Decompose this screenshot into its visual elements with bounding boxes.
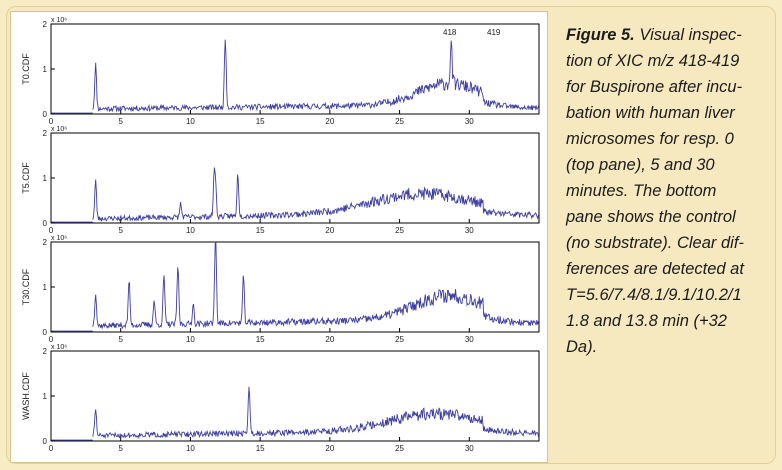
y-axis-label: T5.CDF [21, 162, 31, 194]
x-tick-label: 15 [256, 117, 265, 126]
x-tick-label: 5 [118, 226, 123, 235]
x-tick-label: 30 [465, 226, 474, 235]
y-tick-label: 0 [43, 328, 48, 337]
chromatogram-trace [92, 241, 540, 330]
plot-axes-box [50, 23, 540, 115]
x-tick-label: 30 [465, 335, 474, 344]
y-tick-label: 1 [43, 392, 48, 401]
x-tick-label: 25 [395, 335, 404, 344]
y-tick-label: 2 [43, 20, 48, 29]
y-exponent-label: x 10⁶ [51, 126, 67, 133]
y-tick-label: 1 [43, 283, 48, 292]
x-tick-label: 20 [325, 335, 334, 344]
x-tick-label: 25 [395, 117, 404, 126]
caption-text: Visual inspec- tion of XIC m/z 418-419 f… [566, 26, 744, 356]
chromatogram-panel: 0 5 10 15 20 25 30 0 1 2 x 10⁶ T0.CDF 418 419 0 5 10 15 20… [10, 11, 548, 463]
x-tick-label: 20 [325, 226, 334, 235]
y-tick-label: 0 [43, 437, 48, 446]
x-tick-label: 5 [118, 117, 123, 126]
plot-axes-box [50, 350, 540, 442]
y-tick-label: 2 [43, 238, 48, 247]
chromatogram-trace [92, 167, 540, 223]
x-tick-label: 15 [256, 444, 265, 453]
x-tick-label: 30 [465, 117, 474, 126]
x-tick-label: 5 [118, 335, 123, 344]
x-tick-label: 0 [49, 444, 54, 453]
x-tick-label: 0 [49, 226, 54, 235]
x-tick-label: 10 [186, 226, 195, 235]
x-tick-label: 10 [186, 117, 195, 126]
x-tick-label: 25 [395, 444, 404, 453]
x-tick-label: 10 [186, 335, 195, 344]
y-axis-label: WASH.CDF [21, 372, 31, 420]
x-tick-label: 20 [325, 444, 334, 453]
x-tick-label: 10 [186, 444, 195, 453]
y-tick-label: 0 [43, 219, 48, 228]
y-tick-label: 1 [43, 65, 48, 74]
y-tick-label: 0 [43, 110, 48, 119]
x-tick-label: 5 [118, 444, 123, 453]
legend-entry: 418 [443, 28, 457, 37]
chromatogram-trace [92, 39, 540, 113]
x-tick-label: 30 [465, 444, 474, 453]
plot-axes-box [50, 241, 540, 333]
y-exponent-label: x 10⁶ [51, 344, 67, 351]
y-exponent-label: x 10⁶ [51, 235, 67, 242]
y-tick-label: 1 [43, 174, 48, 183]
x-tick-label: 25 [395, 226, 404, 235]
y-exponent-label: x 10⁶ [51, 17, 67, 24]
figure-caption: Figure 5. Visual inspec- tion of XIC m/z… [566, 22, 774, 360]
x-tick-label: 15 [256, 226, 265, 235]
y-axis-label: T0.CDF [21, 53, 31, 85]
x-tick-label: 0 [49, 335, 54, 344]
x-tick-label: 0 [49, 117, 54, 126]
chromatogram-trace [92, 386, 540, 440]
y-tick-label: 2 [43, 347, 48, 356]
plot-axes-box [50, 132, 540, 224]
x-tick-label: 20 [325, 117, 334, 126]
legend-entry: 419 [487, 28, 501, 37]
x-tick-label: 15 [256, 335, 265, 344]
y-tick-label: 2 [43, 129, 48, 138]
figure-label: Figure 5. [566, 26, 635, 44]
y-axis-label: T30.CDF [21, 268, 31, 305]
